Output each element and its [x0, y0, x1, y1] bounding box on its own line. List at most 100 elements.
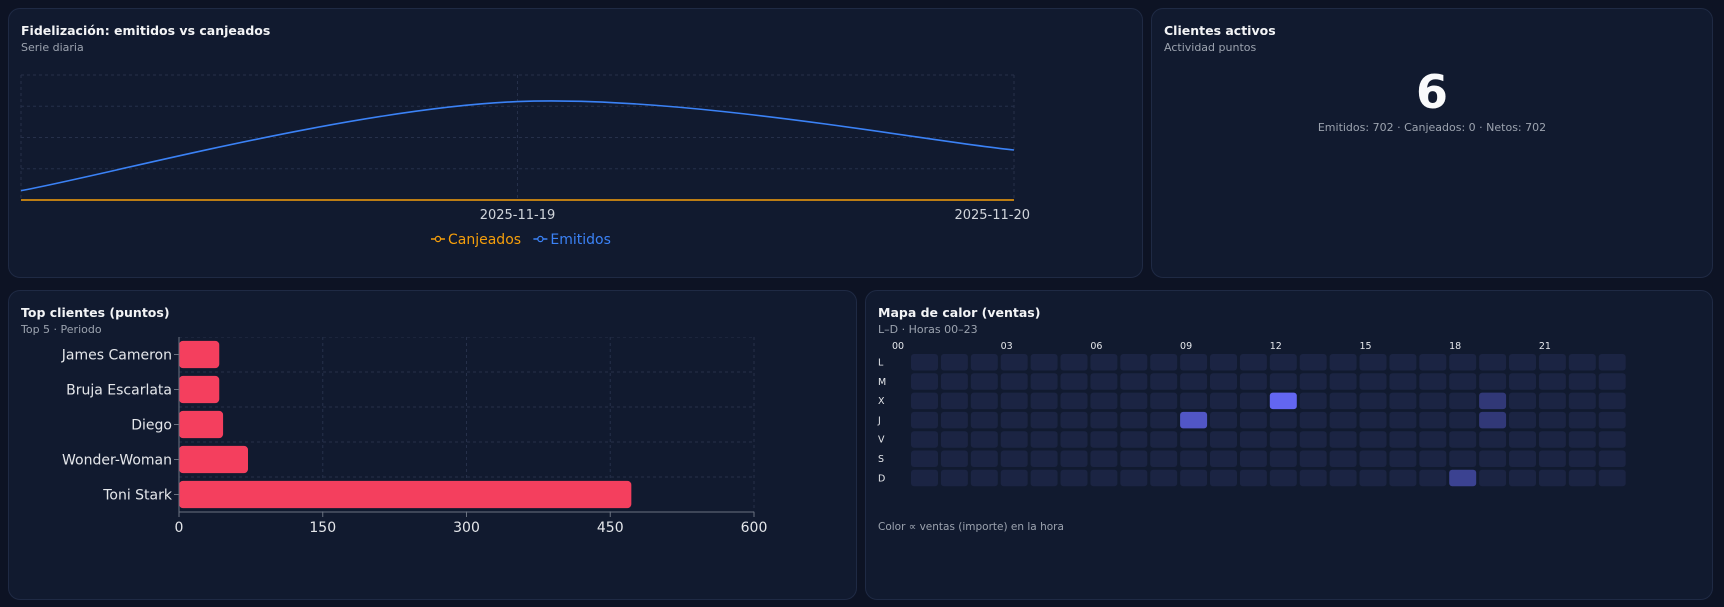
- heatmap-cell: [1538, 469, 1566, 487]
- heatmap-cell: [1090, 450, 1118, 467]
- heatmap-cell: [1090, 354, 1118, 371]
- heatmap-cell: [1269, 450, 1297, 467]
- heatmap-cell: [970, 411, 998, 429]
- heatmap-cell: [1210, 392, 1237, 410]
- heatmap-cell: [1299, 469, 1327, 487]
- heatmap-cell: [1568, 469, 1596, 487]
- active-clients-count: 6: [1415, 65, 1448, 119]
- heatmap-cell: [1269, 373, 1297, 390]
- heatmap-cell: [1180, 469, 1208, 487]
- heatmap-cell: [1030, 411, 1058, 429]
- heatmap-cell: [1479, 431, 1507, 448]
- heatmap-cell: [1239, 392, 1267, 410]
- heatmap-cell: [1449, 450, 1477, 467]
- top-clients-title: Top clientes (puntos): [21, 305, 170, 320]
- heatmap-cell: [1419, 411, 1447, 429]
- heatmap-cell: [1120, 469, 1148, 487]
- active-clients-title: Clientes activos: [1164, 23, 1276, 38]
- heatmap-cell: [1000, 354, 1028, 371]
- hour-label: 00: [892, 341, 904, 352]
- day-label: V: [878, 435, 885, 446]
- heatmap-cell: [1538, 450, 1566, 467]
- heatmap-cell: [1598, 411, 1626, 429]
- heatmap-cell: [1299, 373, 1327, 390]
- heatmap-cell: [1479, 373, 1507, 390]
- heatmap-cell: [940, 431, 968, 448]
- legend-dot-canjeados: [434, 235, 442, 243]
- bar: [179, 480, 632, 509]
- heatmap-cell: [1060, 411, 1088, 429]
- heatmap-cell: [1359, 354, 1387, 371]
- heatmap-cell: [1239, 411, 1267, 429]
- heatmap-cell: [1120, 354, 1148, 371]
- top-clients-bar-chart: James Cameron Bruja Escarlata Diego Wonder-…: [61, 337, 767, 536]
- category-label: Diego: [131, 418, 172, 434]
- heatmap-cell: [1090, 469, 1118, 487]
- heatmap-subtitle: L–D · Horas 00–23: [878, 323, 978, 336]
- heatmap-cell: [1329, 450, 1357, 467]
- heatmap-cell: [1239, 373, 1267, 390]
- heatmap-cell: [1509, 431, 1536, 448]
- x-tick-label: 150: [309, 520, 336, 536]
- heatmap-cell: [1359, 373, 1387, 390]
- heatmap-cell: [940, 392, 968, 410]
- heatmap-cell: [1359, 392, 1387, 410]
- heatmap-cell: [1479, 392, 1507, 410]
- bar: [179, 375, 220, 404]
- heatmap-cell: [1000, 431, 1028, 448]
- heatmap-cell: [1150, 354, 1178, 371]
- heatmap-cell: [1180, 431, 1208, 448]
- day-label: D: [878, 473, 885, 484]
- x-tick-label: 2025-11-19: [480, 208, 556, 223]
- heatmap-cell: [1538, 411, 1566, 429]
- hour-label: 03: [1001, 341, 1013, 352]
- active-clients-card: Clientes activos Actividad puntos 6 Emit…: [1151, 8, 1713, 278]
- heatmap-cell: [1239, 469, 1267, 487]
- series-line-emitidos: [20, 100, 1015, 192]
- heatmap-cell: [1359, 431, 1387, 448]
- heatmap-cell: [1449, 392, 1477, 410]
- heatmap-cell: [940, 450, 968, 467]
- category-label: Wonder-Woman: [62, 453, 172, 469]
- heatmap-cell: [1538, 392, 1566, 410]
- heatmap-cell: [1150, 431, 1178, 448]
- heatmap-cell: [1239, 431, 1267, 448]
- heatmap-cell: [1060, 431, 1088, 448]
- heatmap-cell: [911, 431, 938, 448]
- heatmap-cell: [1269, 392, 1297, 410]
- heatmap-cell: [1299, 450, 1327, 467]
- heatmap-cell: [1568, 354, 1596, 371]
- heatmap-cell: [940, 469, 968, 487]
- heatmap-cell: [970, 392, 998, 410]
- heatmap-cell: [1000, 469, 1028, 487]
- heatmap-cell: [1598, 354, 1626, 371]
- heatmap-cell: [1120, 450, 1148, 467]
- heatmap-cell: [1060, 392, 1088, 410]
- heatmap-cell: [1120, 411, 1148, 429]
- heatmap-cell: [1568, 411, 1596, 429]
- heatmap-cell: [1479, 450, 1507, 467]
- heatmap-cell: [1060, 450, 1088, 467]
- heatmap-cell: [1210, 373, 1237, 390]
- heatmap-cell: [1598, 392, 1626, 410]
- heatmap-cell: [1180, 373, 1208, 390]
- heatmap-cell: [940, 411, 968, 429]
- hour-label: 06: [1090, 341, 1102, 352]
- heatmap-cell: [1419, 354, 1447, 371]
- heatmap-cell: [1090, 431, 1118, 448]
- heatmap-cell: [1000, 373, 1028, 390]
- x-tick-label: 450: [597, 520, 624, 536]
- heatmap-cell: [1030, 392, 1058, 410]
- top-clients-subtitle: Top 5 · Periodo: [21, 323, 102, 336]
- heatmap-cell: [1120, 392, 1148, 410]
- heatmap-cell: [1509, 392, 1536, 410]
- heatmap-cell: [1060, 354, 1088, 371]
- heatmap-cell: [1299, 354, 1327, 371]
- heatmap-cell: [1000, 450, 1028, 467]
- heatmap-cell: [1269, 469, 1297, 487]
- heatmap-cell: [1030, 373, 1058, 390]
- heatmap-cell: [1389, 392, 1417, 410]
- heatmap-cell: [1210, 411, 1237, 429]
- heatmap-cell: [1419, 373, 1447, 390]
- hour-label: 18: [1449, 341, 1461, 352]
